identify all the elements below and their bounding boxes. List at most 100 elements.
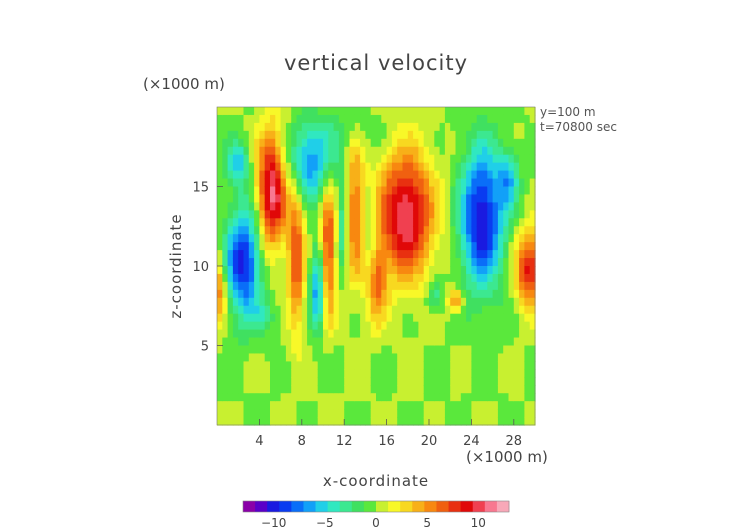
heatmap-cell (349, 393, 356, 402)
heatmap-cell (466, 122, 472, 132)
heatmap-cell (492, 273, 499, 283)
heatmap-cell (513, 130, 520, 140)
heatmap-cell (307, 266, 313, 275)
heatmap-cell (503, 393, 510, 402)
heatmap-cell (323, 409, 329, 418)
heatmap-cell (413, 210, 419, 219)
heatmap-cell (434, 305, 441, 315)
heatmap-cell (333, 329, 340, 339)
heatmap-cell (397, 146, 404, 156)
heatmap-cell (301, 178, 308, 188)
heatmap-cell (317, 345, 324, 355)
heatmap-cell (328, 234, 335, 243)
heatmap-cell (312, 130, 319, 140)
heatmap-cell (254, 234, 260, 243)
heatmap-cell (370, 250, 377, 259)
heatmap-cell (513, 273, 520, 283)
heatmap-cell (307, 154, 313, 164)
heatmap-cell (466, 353, 472, 362)
heatmap-cell (413, 242, 419, 251)
heatmap-cell (471, 186, 478, 196)
heatmap-cell (227, 218, 234, 227)
heatmap-cell (270, 273, 276, 283)
heatmap-cell (524, 202, 531, 211)
heatmap-cell (508, 305, 515, 315)
heatmap-cell (217, 273, 223, 283)
heatmap-cell (492, 234, 499, 243)
heatmap-cell (524, 313, 531, 323)
heatmap-cell (492, 170, 499, 180)
heatmap-cell (222, 281, 229, 291)
heatmap-cell (238, 313, 245, 323)
heatmap-cell (296, 353, 303, 362)
heatmap-cell (450, 146, 457, 156)
heatmap-cell (365, 353, 372, 362)
heatmap-cell (508, 329, 515, 339)
heatmap-cell (434, 353, 441, 362)
heatmap-cell (238, 369, 245, 378)
heatmap-cell (338, 297, 345, 307)
heatmap-cell (365, 194, 372, 203)
heatmap-cell (476, 377, 483, 386)
heatmap-cell (222, 393, 229, 402)
heatmap-cell (264, 345, 271, 355)
heatmap-cell (455, 202, 462, 211)
heatmap-cell (354, 258, 361, 267)
heatmap-cell (402, 130, 409, 140)
heatmap-cell (344, 162, 351, 172)
heatmap-cell (217, 218, 223, 227)
heatmap-cell (492, 178, 499, 188)
heatmap-cell (254, 146, 260, 156)
heatmap-cell (376, 122, 382, 132)
heatmap-cell (264, 321, 271, 331)
heatmap-cell (296, 273, 303, 283)
heatmap-cell (227, 305, 234, 315)
heatmap-cell (360, 114, 366, 124)
heatmap-cell (259, 154, 266, 164)
heatmap-cell (254, 337, 260, 347)
heatmap-cell (439, 345, 446, 355)
heatmap-cell (296, 297, 303, 307)
heatmap-cell (307, 305, 313, 315)
heatmap-cell (423, 345, 430, 355)
heatmap-cell (444, 162, 451, 172)
heatmap-cell (513, 107, 520, 116)
heatmap-cell (429, 146, 435, 156)
heatmap-cell (487, 377, 494, 386)
heatmap-cell (519, 178, 525, 188)
heatmap-cell (232, 345, 239, 355)
heatmap-cell (323, 321, 329, 331)
heatmap-cell (471, 385, 478, 394)
heatmap-cell (402, 281, 409, 291)
heatmap-cell (450, 234, 457, 243)
heatmap-cell (280, 266, 287, 275)
heatmap-cell (217, 242, 223, 251)
heatmap-cell (529, 361, 536, 370)
heatmap-cell (497, 146, 504, 156)
heatmap-cell (323, 218, 329, 227)
heatmap-cell (312, 234, 319, 243)
heatmap-cell (291, 122, 298, 132)
heatmap-cell (285, 178, 292, 188)
heatmap-cell (450, 393, 457, 402)
heatmap-cell (285, 329, 292, 339)
heatmap-cell (386, 242, 393, 251)
heatmap-cell (307, 393, 313, 402)
heatmap-cell (275, 130, 282, 140)
heatmap-cell (312, 289, 319, 299)
heatmap-cell (259, 210, 266, 219)
heatmap-cell (423, 281, 430, 291)
heatmap-cell (407, 194, 414, 203)
heatmap-cell (476, 178, 483, 188)
heatmap-cell (508, 218, 515, 227)
heatmap-cell (264, 170, 271, 180)
heatmap-cell (254, 178, 260, 188)
heatmap-cell (238, 170, 245, 180)
y-tick-label: 5 (201, 340, 209, 355)
heatmap-cell (338, 409, 345, 418)
heatmap-cell (248, 313, 255, 323)
heatmap-cell (248, 210, 255, 219)
heatmap-cell (317, 234, 324, 243)
heatmap-cell (259, 258, 266, 267)
heatmap-cell (238, 273, 245, 283)
